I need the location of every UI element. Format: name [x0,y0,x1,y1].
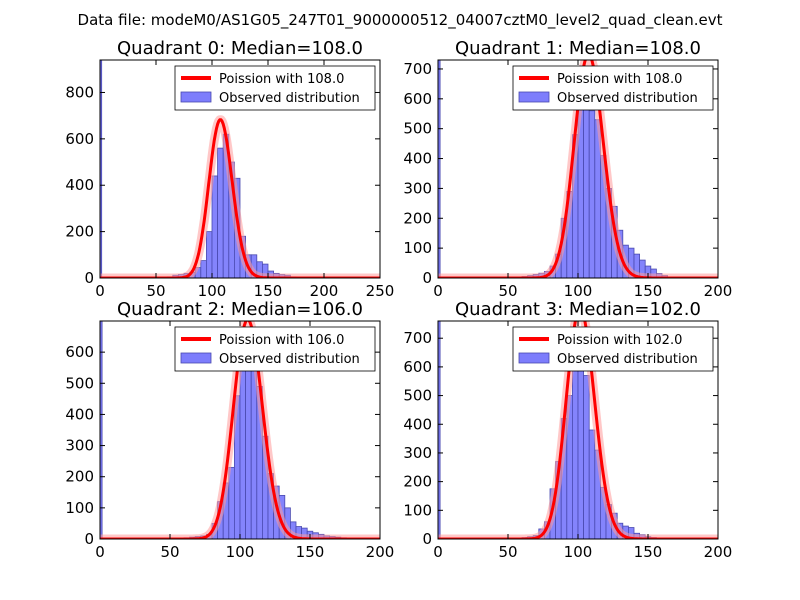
legend-frame [174,65,376,111]
x-tick-label: 0 [433,282,443,300]
histogram-bar [200,260,207,278]
histogram-bar [588,429,596,539]
y-tick-label: 0 [84,269,94,287]
y-tick-label: 600 [65,343,94,361]
legend-frame [512,326,714,372]
y-tick-label: 0 [422,269,432,287]
y-tick-label: 400 [65,176,94,194]
legend-bar-swatch [180,352,212,364]
legend-frame [174,326,376,372]
legend: Poission with 108.0 Observed distribution [174,65,376,111]
legend-label-observed: Observed distribution [557,352,698,367]
x-tick-label: 0 [95,282,105,300]
y-tick-label: 100 [403,239,432,257]
histogram-bar [583,375,590,539]
figure-suptitle: Data file: modeM0/AS1G05_247T01_90000005… [78,11,723,30]
legend-label-observed: Observed distribution [219,352,360,367]
y-tick-label: 200 [65,468,94,486]
x-tick-label: 200 [310,282,339,300]
y-tick-label: 300 [65,437,94,455]
legend: Poission with 106.0 Observed distribution [174,326,376,372]
panel-quadrant-3: Quadrant 3: Median=102.0 0 50 100 150 200 0 10… [403,299,732,561]
legend-label-observed: Observed distribution [557,91,698,106]
y-tick-label: 700 [403,329,432,347]
x-tick-label: 0 [95,543,105,561]
histogram-bar [211,175,218,278]
legend-bar-swatch [518,352,550,364]
x-tick-label: 100 [564,543,593,561]
x-tick-label: 100 [226,543,255,561]
x-tick-label: 250 [366,282,395,300]
legend: Poission with 108.0 Observed distribution [512,65,714,111]
legend-label-observed: Observed distribution [219,91,360,106]
legend: Poission with 102.0 Observed distribution [512,326,714,372]
histogram-bar [588,110,596,278]
legend-label-poisson: Poission with 108.0 [219,72,344,87]
y-tick-label: 100 [65,499,94,517]
legend-bar-swatch [518,91,550,103]
y-tick-label: 100 [403,501,432,519]
y-tick-label: 600 [403,90,432,108]
histogram-bar [217,147,224,278]
x-tick-label: 50 [160,543,179,561]
histogram-bar [250,370,258,539]
histogram-bar-outlier [100,321,103,539]
panel-title: Quadrant 0: Median=108.0 [117,38,363,59]
x-tick-label: 200 [366,543,395,561]
y-tick-label: 200 [65,223,94,241]
x-tick-label: 200 [704,543,733,561]
x-tick-label: 100 [198,282,227,300]
y-tick-label: 400 [403,415,432,433]
y-tick-label: 600 [65,130,94,148]
plot-area [100,60,380,278]
y-tick-label: 0 [84,530,94,548]
axes-frame [99,59,381,279]
y-tick-label: 700 [403,60,432,78]
panel-quadrant-0: Quadrant 0: Median=108.0 0 50 100 150 200 250… [65,38,394,300]
y-tick-label: 0 [422,530,432,548]
poisson-curve [100,118,380,278]
x-tick-label: 150 [254,282,283,300]
y-tick-label: 300 [403,444,432,462]
histogram-bar [205,231,213,278]
histogram-bar-outlier [100,60,103,278]
x-tick-label: 0 [433,543,443,561]
legend-frame [512,65,714,111]
y-tick-label: 200 [403,209,432,227]
panel-quadrant-1: Quadrant 1: Median=108.0 0 50 100 150 200 0 10… [403,38,732,300]
legend-label-poisson: Poission with 106.0 [219,333,344,348]
y-tick-label: 300 [403,179,432,197]
histogram-bar [572,366,579,539]
x-tick-label: 200 [704,282,733,300]
y-tick-label: 200 [403,473,432,491]
y-tick-label: 500 [403,387,432,405]
legend-bar-swatch [180,91,212,103]
y-tick-label: 400 [65,405,94,423]
y-tick-label: 800 [65,83,94,101]
y-tick-label: 500 [65,374,94,392]
y-tick-label: 400 [403,150,432,168]
panel-title: Quadrant 2: Median=106.0 [117,299,363,320]
x-tick-label: 150 [634,282,663,300]
panel-title: Quadrant 3: Median=102.0 [455,299,701,320]
x-tick-label: 100 [564,282,593,300]
plot-area [438,321,718,539]
x-tick-label: 50 [498,282,517,300]
histogram-bar-outlier [438,60,441,278]
histogram-bar-outlier [438,321,441,539]
x-tick-label: 150 [296,543,325,561]
legend-label-poisson: Poission with 102.0 [557,333,682,348]
x-tick-label: 50 [146,282,165,300]
x-tick-label: 50 [498,543,517,561]
y-tick-label: 500 [403,120,432,138]
panel-title: Quadrant 1: Median=108.0 [455,38,701,59]
y-tick-label: 600 [403,358,432,376]
panel-quadrant-2: Quadrant 2: Median=106.0 0 50 100 150 200 0 10… [65,299,394,561]
legend-label-poisson: Poission with 108.0 [557,72,682,87]
x-tick-label: 150 [634,543,663,561]
